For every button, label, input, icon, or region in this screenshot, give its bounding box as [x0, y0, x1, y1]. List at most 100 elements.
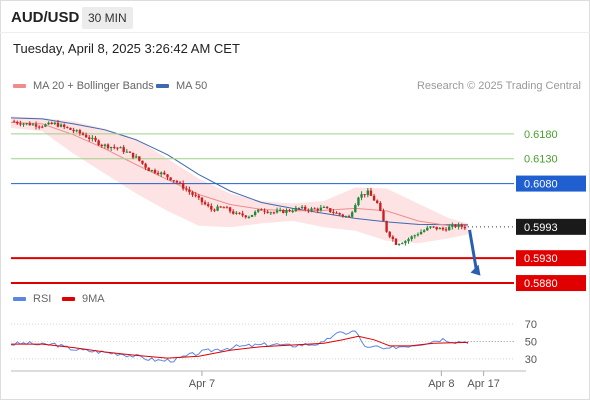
candle-body [47, 122, 50, 125]
candle-body [391, 236, 395, 239]
header-divider [0, 32, 590, 33]
legend-rsi: RSI [13, 293, 51, 305]
candle-body [41, 126, 44, 128]
candle-body [31, 124, 35, 126]
candle-body [344, 216, 348, 218]
candle-body [28, 123, 31, 126]
candle-body [156, 172, 160, 175]
ma20-swatch [13, 84, 26, 88]
candle-body [310, 208, 313, 211]
candle-body [366, 190, 370, 196]
candle-body [250, 214, 254, 217]
candle-body [416, 234, 420, 236]
rsi-tick-30: 30 [525, 354, 537, 366]
candle-body [266, 211, 269, 213]
candle-body [244, 215, 247, 218]
candle-body [272, 212, 276, 214]
candle-body [128, 151, 132, 153]
legend-rsi-label: RSI [33, 293, 52, 305]
candle-body [228, 207, 232, 212]
candle-body [294, 207, 298, 212]
candle-body [103, 144, 107, 146]
candle-body [138, 156, 141, 161]
candle-body [448, 226, 451, 231]
candle-body [141, 160, 144, 164]
ma50-line [10, 117, 468, 226]
candle-body [235, 212, 238, 214]
level-label-0.6080: 0.6080 [524, 179, 558, 191]
candle-body [463, 226, 467, 229]
rsi-panel: 70 50 30 [10, 319, 537, 366]
candle-body [300, 206, 304, 209]
candle-body [419, 231, 423, 235]
rsi-9ma-line [11, 335, 469, 359]
candle-body [247, 216, 251, 218]
candle-body [329, 208, 332, 212]
candle-body [94, 137, 97, 141]
legend-ma50-label: MA 50 [176, 80, 208, 92]
candle-body [194, 194, 197, 196]
candle-body [188, 189, 191, 193]
candle-body [172, 180, 175, 182]
candle-body [44, 124, 47, 127]
candle-body [426, 227, 429, 231]
candle-body [397, 243, 401, 245]
candle-body [200, 197, 204, 203]
candle-body [135, 156, 138, 158]
candle-body [275, 210, 279, 213]
current-price-label: 0.5993 [524, 222, 558, 234]
candlesticks [12, 119, 467, 246]
candle-body [332, 211, 335, 213]
candle-body [401, 243, 404, 245]
candle-body [354, 205, 357, 213]
candle-body [25, 123, 28, 125]
forecast-arrow-shaft [468, 229, 478, 271]
candle-body [72, 129, 75, 132]
timestamp: Tuesday, April 8, 2025 3:26:42 AM CET [13, 41, 240, 56]
candle-body [263, 210, 266, 212]
candle-body [288, 210, 291, 212]
candle-body [363, 194, 366, 196]
candle-body [56, 122, 60, 127]
level-label-0.6130: 0.6130 [524, 154, 558, 166]
candle-body [37, 126, 41, 128]
candle-body [131, 152, 135, 158]
candle-body [144, 163, 147, 168]
research-credit: Research © 2025 Trading Central [416, 80, 581, 92]
candle-body [116, 147, 119, 149]
current-price-tag [516, 218, 586, 235]
candle-body [319, 207, 323, 211]
forecast-arrow [468, 229, 481, 276]
candle-body [153, 169, 157, 173]
candle-body [291, 211, 294, 213]
candle-body [175, 181, 179, 183]
bollinger-band-area [11, 116, 468, 244]
rsi-swatch [13, 297, 26, 301]
candle-body [422, 230, 426, 232]
legend-ma20-label: MA 20 + Bollinger Bands [33, 80, 154, 92]
candle-body [53, 122, 57, 125]
candle-body [219, 206, 222, 208]
candle-body [435, 226, 438, 230]
candle-body [297, 207, 301, 209]
candle-body [232, 211, 235, 214]
candle-body [34, 124, 38, 127]
moving-averages [10, 117, 468, 227]
level-tag-0.5880 [516, 275, 586, 292]
candle-body [213, 209, 216, 211]
candle-body [63, 124, 66, 127]
timeframe-badge[interactable]: 30 MIN [82, 7, 133, 29]
candle-body [454, 224, 457, 227]
candle-body [50, 122, 53, 125]
level-label-0.5930: 0.5930 [524, 253, 558, 265]
candle-body [178, 182, 182, 184]
candle-body [169, 177, 172, 181]
candle-body [360, 194, 363, 198]
candle-body [81, 133, 85, 135]
candle-body [78, 130, 82, 134]
candle-body [394, 238, 398, 245]
candle-body [216, 206, 219, 211]
candle-body [125, 151, 129, 153]
level-tag-0.5930 [516, 250, 586, 267]
